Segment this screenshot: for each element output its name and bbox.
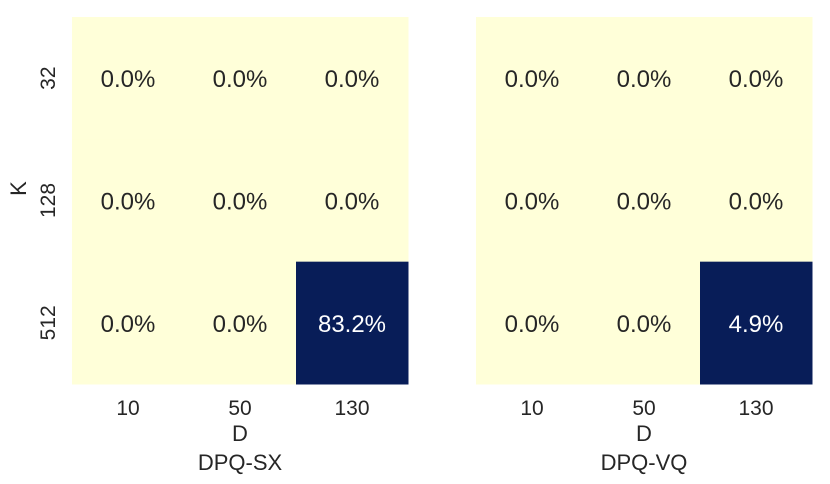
x-tick-label: 10 (520, 397, 543, 420)
heatmap-cell (588, 139, 701, 263)
cell-value-label: 0.0% (101, 189, 156, 216)
y-axis-label: K (6, 181, 31, 196)
cell-value-label: 0.0% (617, 311, 672, 338)
cell-value-label: 0.0% (213, 66, 268, 93)
heatmap-cell (72, 261, 185, 385)
heatmap-cell (72, 17, 185, 140)
cell-value-label: 0.0% (505, 66, 560, 93)
heatmap-cell (700, 139, 813, 263)
heatmap-cell (184, 261, 297, 385)
heatmap-cell (588, 261, 701, 385)
cell-value-label: 0.0% (617, 66, 672, 93)
heatmap-cell (700, 261, 813, 385)
cell-value-label: 0.0% (617, 189, 672, 216)
heatmap-cell (296, 261, 409, 385)
heatmap-cell (72, 139, 185, 263)
heatmap-cell (184, 139, 297, 263)
x-tick-label: 130 (334, 397, 369, 420)
heatmap-cell (700, 17, 813, 140)
y-tick-label: 32 (37, 66, 60, 89)
cell-value-label: 0.0% (101, 66, 156, 93)
cell-value-label: 0.0% (325, 189, 380, 216)
panel-title: DPQ-VQ (601, 450, 688, 475)
cell-value-label: 0.0% (505, 189, 560, 216)
heatmap-cell (476, 17, 589, 140)
x-tick-label: 50 (632, 397, 655, 420)
y-tick-label: 128 (37, 183, 60, 218)
cell-value-label: 0.0% (213, 189, 268, 216)
cell-value-label: 0.0% (729, 189, 784, 216)
x-axis-label: D (232, 421, 248, 446)
x-axis-label: D (636, 421, 652, 446)
cell-value-label: 0.0% (729, 66, 784, 93)
x-tick-label: 130 (738, 397, 773, 420)
heatmap-cell (476, 261, 589, 385)
cell-value-label: 4.9% (729, 311, 784, 338)
heatmap-cell (184, 17, 297, 140)
cell-value-label: 0.0% (325, 66, 380, 93)
heatmap-cell (588, 17, 701, 140)
heatmap-cell (476, 139, 589, 263)
cell-value-label: 83.2% (318, 311, 386, 338)
x-tick-label: 50 (228, 397, 251, 420)
cell-value-label: 0.0% (101, 311, 156, 338)
heatmap-cell (296, 17, 409, 140)
y-tick-label: 512 (37, 305, 60, 340)
cell-value-label: 0.0% (213, 311, 268, 338)
panel-title: DPQ-SX (198, 450, 283, 475)
cell-value-label: 0.0% (505, 311, 560, 338)
x-tick-label: 10 (116, 397, 139, 420)
heatmap-cell (296, 139, 409, 263)
